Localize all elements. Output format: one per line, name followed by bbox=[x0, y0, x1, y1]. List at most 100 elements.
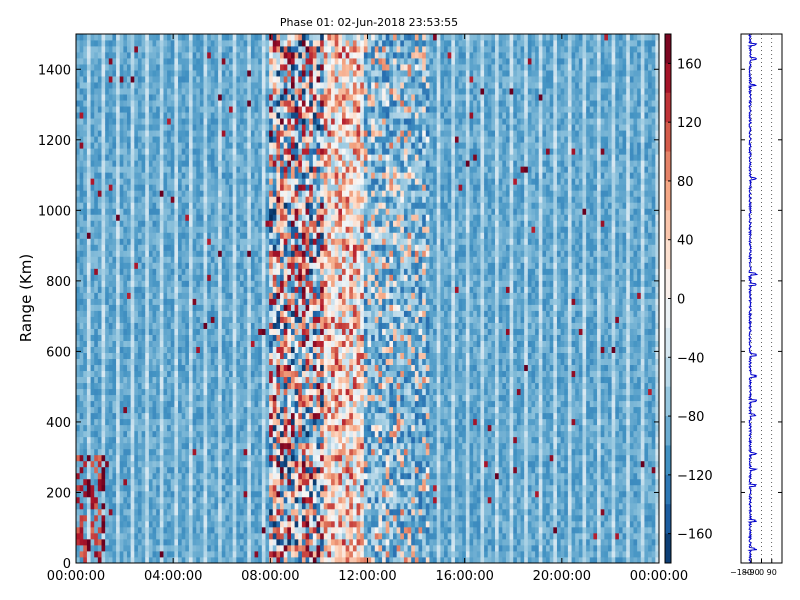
heatmap-cell bbox=[119, 304, 124, 311]
heatmap-cell bbox=[261, 88, 266, 95]
heatmap-cell bbox=[86, 340, 91, 347]
heatmap-cell bbox=[134, 352, 139, 360]
heatmap-cell bbox=[112, 166, 117, 173]
heatmap-cell bbox=[250, 544, 255, 552]
heatmap-cell bbox=[108, 418, 113, 426]
heatmap-cell bbox=[159, 340, 164, 347]
heatmap-cell bbox=[163, 424, 168, 432]
heatmap-cell bbox=[236, 454, 241, 462]
heatmap-cell bbox=[97, 262, 102, 269]
heatmap-cell bbox=[152, 46, 157, 53]
heatmap-cell bbox=[137, 346, 142, 353]
heatmap-cell bbox=[188, 394, 193, 402]
heatmap-cell bbox=[83, 82, 88, 89]
heatmap-cell bbox=[265, 40, 270, 47]
heatmap-cell bbox=[258, 424, 263, 432]
heatmap-cell bbox=[229, 346, 234, 353]
heatmap-cell bbox=[221, 130, 226, 137]
heatmap-cell bbox=[167, 274, 172, 281]
heatmap-cell bbox=[101, 40, 106, 47]
heatmap-cell bbox=[141, 88, 146, 95]
heatmap-cell bbox=[123, 472, 128, 480]
heatmap-cell bbox=[188, 292, 193, 299]
heatmap-cell bbox=[247, 94, 252, 101]
heatmap-cell bbox=[239, 214, 245, 221]
heatmap-cell bbox=[97, 532, 102, 540]
heatmap-cell bbox=[108, 490, 113, 498]
heatmap-cell bbox=[137, 376, 142, 384]
heatmap-cell bbox=[218, 466, 223, 474]
heatmap-cell bbox=[145, 466, 150, 474]
heatmap-cell bbox=[119, 262, 124, 269]
heatmap-cell bbox=[156, 100, 161, 107]
heatmap-cell bbox=[108, 442, 113, 450]
heatmap-cell bbox=[247, 82, 252, 89]
heatmap-cell bbox=[199, 184, 204, 191]
heatmap-cell bbox=[127, 190, 132, 197]
heatmap-cell bbox=[269, 148, 274, 155]
heatmap-cell bbox=[207, 190, 212, 197]
heatmap-cell bbox=[170, 322, 175, 329]
heatmap-cell bbox=[192, 448, 197, 456]
heatmap-cell bbox=[141, 424, 146, 432]
heatmap-cell bbox=[236, 508, 241, 516]
heatmap-cell bbox=[112, 280, 117, 287]
heatmap-cell bbox=[250, 112, 255, 119]
heatmap-cell bbox=[159, 220, 164, 227]
heatmap-cell bbox=[152, 142, 157, 149]
heatmap-cell bbox=[134, 52, 139, 59]
heatmap-cell bbox=[232, 76, 237, 83]
heatmap-cell bbox=[207, 436, 212, 444]
heatmap-cell bbox=[170, 166, 175, 173]
heatmap-cell bbox=[86, 520, 91, 528]
heatmap-cell bbox=[94, 526, 99, 534]
heatmap-cell bbox=[127, 388, 132, 396]
heatmap-cell bbox=[269, 142, 274, 149]
heatmap-cell bbox=[101, 556, 106, 564]
heatmap-cell bbox=[116, 448, 121, 456]
heatmap-cell bbox=[243, 358, 248, 366]
heatmap-cell bbox=[261, 532, 266, 540]
heatmap-cell bbox=[86, 160, 91, 167]
heatmap-cell bbox=[188, 520, 193, 528]
heatmap-cell bbox=[108, 136, 113, 143]
heatmap-cell bbox=[229, 238, 234, 245]
heatmap-cell bbox=[178, 292, 183, 299]
heatmap-cell bbox=[127, 94, 132, 101]
heatmap-cell bbox=[167, 490, 172, 498]
heatmap-cell bbox=[221, 76, 226, 83]
heatmap-cell bbox=[221, 196, 226, 203]
heatmap-cell bbox=[269, 394, 274, 402]
heatmap-cell bbox=[127, 406, 132, 414]
heatmap-cell bbox=[152, 418, 157, 426]
heatmap-cell bbox=[247, 142, 252, 149]
heatmap-cell bbox=[239, 118, 245, 125]
heatmap-cell bbox=[269, 532, 274, 540]
heatmap-cell bbox=[214, 208, 219, 215]
heatmap-cell bbox=[105, 148, 110, 155]
heatmap-cell bbox=[232, 208, 237, 215]
heatmap-cell bbox=[239, 508, 245, 516]
heatmap-cell bbox=[170, 430, 175, 438]
heatmap-cell bbox=[218, 250, 223, 257]
heatmap-cell bbox=[185, 40, 190, 47]
heatmap-cell bbox=[221, 328, 226, 335]
heatmap-cell bbox=[76, 94, 81, 101]
heatmap-cell bbox=[276, 364, 281, 372]
heatmap-cell bbox=[185, 58, 190, 65]
heatmap-cell bbox=[221, 226, 226, 233]
heatmap-cell bbox=[152, 238, 157, 245]
heatmap-cell bbox=[170, 100, 175, 107]
heatmap-cell bbox=[156, 220, 161, 227]
heatmap-cell bbox=[250, 250, 255, 257]
heatmap-cell bbox=[199, 388, 204, 396]
heatmap-cell bbox=[119, 286, 124, 293]
heatmap-cell bbox=[116, 94, 121, 101]
heatmap-cell bbox=[108, 244, 113, 251]
heatmap-cell bbox=[97, 76, 102, 83]
heatmap-cell bbox=[97, 214, 102, 221]
heatmap-cell bbox=[199, 430, 204, 438]
heatmap-cell bbox=[141, 64, 146, 71]
heatmap-cell bbox=[127, 280, 132, 287]
heatmap-cell bbox=[210, 334, 215, 341]
